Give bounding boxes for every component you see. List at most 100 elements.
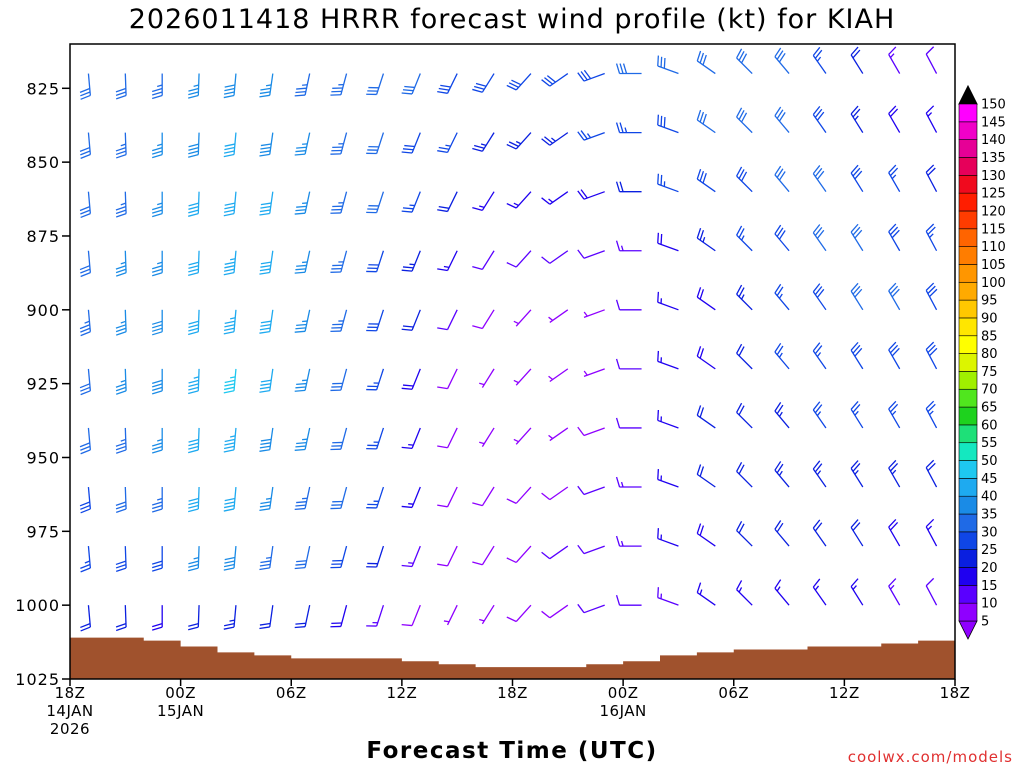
wind-barb	[223, 309, 237, 335]
x-tick-label: 2026	[50, 720, 90, 738]
colorbar-swatch	[958, 406, 978, 426]
plot-area	[70, 44, 955, 679]
wind-barb	[925, 105, 938, 133]
y-tick-label: 900	[26, 301, 60, 320]
colorbar-label: 90	[981, 311, 998, 326]
wind-barb	[152, 250, 163, 277]
x-tick-label: 18Z	[55, 684, 86, 702]
wind-barb	[774, 106, 790, 134]
wind-barb	[774, 47, 790, 74]
credit-text: coolwx.com/models	[848, 748, 1013, 766]
colorbar-label: 5	[981, 615, 989, 630]
wind-barb	[925, 341, 938, 370]
wind-barb	[850, 519, 864, 547]
wind-barb	[736, 580, 753, 606]
wind-barb	[188, 73, 200, 99]
wind-barb	[888, 164, 901, 192]
wind-barb	[115, 309, 127, 336]
wind-barb	[366, 486, 385, 509]
wind-barb	[774, 579, 790, 606]
wind-barb	[812, 578, 827, 606]
wind-barb	[188, 250, 200, 277]
wind-barb	[657, 469, 679, 488]
colorbar-swatch	[958, 317, 978, 337]
wind-barb	[223, 486, 237, 512]
chart-title: 2026011418 HRRR forecast wind profile (k…	[129, 4, 896, 35]
wind-barb	[577, 189, 605, 200]
wind-barb	[541, 604, 569, 619]
wind-barb	[812, 46, 827, 74]
wind-barb	[696, 346, 716, 370]
colorbar-swatch	[958, 228, 978, 247]
wind-barb	[925, 459, 938, 488]
wind-barb	[506, 132, 532, 150]
wind-barb	[774, 342, 790, 370]
wind-barb	[774, 224, 790, 252]
wind-barb	[850, 223, 864, 252]
wind-barb	[188, 546, 200, 572]
wind-barb	[541, 73, 569, 87]
wind-barb	[657, 587, 679, 606]
wind-barb	[479, 604, 495, 625]
wind-barb	[696, 287, 716, 311]
colorbar-label: 50	[981, 454, 998, 469]
wind-barb	[888, 578, 901, 606]
colorbar-label: 135	[981, 151, 1006, 166]
colorbar-label: 65	[981, 401, 998, 416]
wind-barb	[259, 309, 274, 334]
wind-barb	[79, 73, 92, 100]
colorbar-bottom-arrow	[958, 620, 978, 640]
wind-barb	[259, 368, 274, 393]
wind-barb	[152, 191, 163, 218]
wind-barb	[80, 546, 92, 573]
wind-barb	[736, 166, 753, 193]
wind-barb	[437, 132, 458, 154]
colorbar-label: 45	[981, 472, 998, 487]
wind-barb	[115, 191, 127, 218]
wind-barb	[401, 250, 421, 272]
wind-barb	[615, 240, 642, 252]
wind-barb	[696, 523, 716, 547]
wind-barb	[152, 73, 163, 100]
wind-barb	[188, 427, 200, 454]
surface-terrain	[70, 637, 955, 679]
wind-barb	[223, 605, 237, 630]
wind-barb	[437, 191, 458, 213]
wind-barb	[366, 427, 385, 450]
colorbar-swatch	[958, 192, 978, 212]
wind-barb	[401, 368, 421, 390]
colorbar-swatch	[958, 335, 978, 354]
colorbar-label: 105	[981, 258, 1006, 273]
wind-barb	[541, 545, 569, 560]
colorbar-label: 100	[981, 276, 1006, 291]
wind-barb	[577, 544, 605, 555]
wind-barb	[506, 545, 532, 564]
wind-barb	[513, 309, 532, 327]
colorbar-label: 10	[981, 597, 998, 612]
wind-barb	[548, 309, 569, 323]
wind-barb	[472, 545, 495, 566]
wind-barb	[401, 604, 421, 627]
wind-barb	[925, 164, 938, 192]
wind-barb	[472, 309, 495, 330]
colorbar-label: 145	[981, 115, 1006, 130]
colorbar-swatch	[958, 531, 978, 550]
wind-barb	[366, 73, 385, 96]
wind-barb	[657, 409, 679, 429]
wind-barb	[152, 309, 163, 336]
wind-barb	[850, 341, 864, 370]
colorbar-swatch	[958, 157, 978, 176]
wind-barb	[294, 250, 311, 274]
wind-barb	[115, 250, 127, 277]
wind-barb	[330, 604, 348, 628]
wind-barb	[259, 546, 274, 571]
y-tick-label: 975	[26, 522, 60, 541]
colorbar-label: 25	[981, 543, 998, 558]
wind-barb	[657, 350, 679, 370]
wind-barb	[888, 105, 901, 133]
wind-barb	[115, 73, 127, 100]
colorbar-label: 40	[981, 490, 998, 505]
wind-barb	[736, 107, 753, 134]
wind-barb	[736, 402, 753, 429]
